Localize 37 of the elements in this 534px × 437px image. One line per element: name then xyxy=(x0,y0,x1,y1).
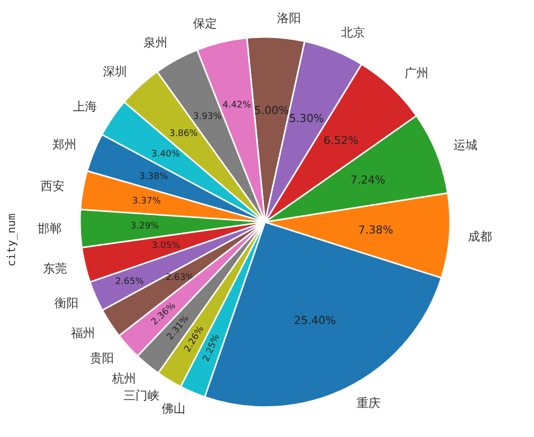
data-label: 2.63% xyxy=(166,273,195,284)
slice-label: 洛阳 xyxy=(276,11,301,26)
text: city_num xyxy=(5,213,18,266)
data-label: 7.38% xyxy=(358,223,394,236)
slice-label: 福州 xyxy=(70,326,95,340)
slice-label: 衡阳 xyxy=(54,296,79,310)
data-label: 3.38% xyxy=(139,172,168,182)
slice-label: 三门峡 xyxy=(124,388,160,402)
slice-label: 邯郸 xyxy=(38,222,62,236)
slice-label: 上海 xyxy=(72,100,97,114)
data-label: 5.30% xyxy=(288,112,324,126)
slice-label: 西安 xyxy=(40,179,65,194)
slice-label: 泉州 xyxy=(144,36,168,50)
data-label: 25.40% xyxy=(294,314,336,328)
slice-label: 运城 xyxy=(454,138,478,152)
slice-label: 广州 xyxy=(404,66,428,80)
slice-label: 杭州 xyxy=(110,372,136,386)
slice-label: 贵阳 xyxy=(90,350,114,365)
data-label: 4.42% xyxy=(222,100,252,111)
slice-label: 重庆 xyxy=(356,396,380,410)
data-label: 7.24% xyxy=(350,173,386,186)
data-label: 3.05% xyxy=(152,241,181,252)
slice-label: 北京 xyxy=(340,25,365,40)
slice-label: 成都 xyxy=(468,229,492,244)
data-label: 3.29% xyxy=(130,222,160,232)
data-label: 3.40% xyxy=(151,150,180,160)
data-label: 3.93% xyxy=(193,112,222,122)
slice-label: 佛山 xyxy=(161,402,186,416)
data-label: 3.37% xyxy=(132,196,162,207)
slice-label: 东莞 xyxy=(43,262,68,276)
data-label: 6.52% xyxy=(323,134,358,148)
data-label: 5.00% xyxy=(254,104,290,118)
slice-label: 深圳 xyxy=(103,64,128,79)
slice-label: 保定 xyxy=(193,16,218,30)
data-label: 3.86% xyxy=(169,128,198,139)
data-label: 2.65% xyxy=(115,276,144,287)
slice-label: 郑州 xyxy=(52,138,76,152)
